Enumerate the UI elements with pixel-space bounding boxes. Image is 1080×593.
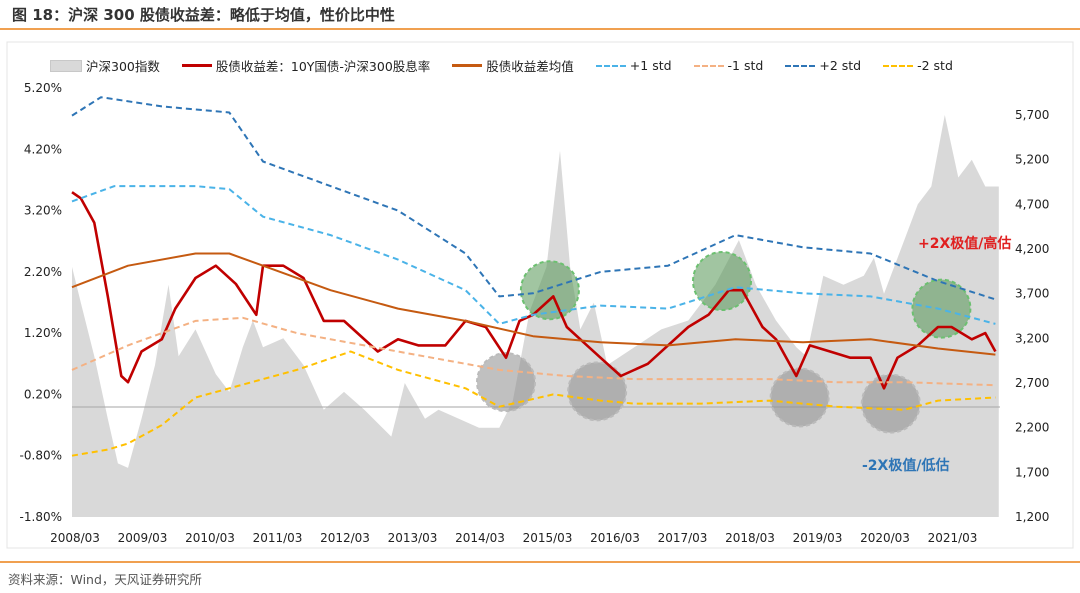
y-right-tick-label: 2,700	[1015, 376, 1049, 390]
undervalued-highlight-circle	[769, 367, 830, 428]
y-right-tick-label: 4,200	[1015, 242, 1049, 256]
y-right-tick-label: 2,200	[1015, 421, 1049, 435]
x-tick-label: 2015/03	[523, 531, 573, 545]
legend-swatch	[50, 59, 82, 72]
index-area	[72, 115, 999, 517]
overvalued-highlight-circle	[692, 251, 753, 312]
y-right-tick-label: 1,200	[1015, 510, 1049, 524]
legend-label: 股债收益差：10Y国债-沪深300股息率	[215, 59, 431, 74]
legend-label: 沪深300指数	[86, 59, 160, 74]
legend-swatch	[181, 64, 212, 67]
undervalued-highlight-circle	[567, 361, 628, 422]
y-left-tick-label: 0.20%	[24, 387, 62, 401]
legend: 沪深300指数 股债收益差：10Y国债-沪深300股息率 股债收益差均值 +1 std…	[50, 56, 975, 75]
x-tick-label: 2014/03	[455, 531, 505, 545]
y-right-tick-label: 5,200	[1015, 153, 1049, 167]
undervalued-highlight-circle	[476, 352, 537, 413]
y-left-tick-label: 4.20%	[24, 142, 62, 156]
legend-label: -1 std	[727, 58, 764, 73]
legend-label: +1 std	[629, 58, 672, 73]
y-right-tick-label: 1,700	[1015, 465, 1049, 479]
legend-item: 沪深300指数	[50, 56, 160, 75]
y-left-tick-label: 1.20%	[24, 326, 62, 340]
legend-item: +1 std	[595, 56, 672, 75]
legend-label: -2 std	[917, 58, 953, 73]
y-left-tick-label: 3.20%	[24, 204, 62, 218]
legend-item: 股债收益差均值	[452, 56, 574, 75]
minus2std-line	[71, 350, 996, 457]
legend-item: -2 std	[883, 56, 953, 75]
figure-title: 图 18：沪深 300 股债收益差：略低于均值，性价比中性	[12, 6, 395, 24]
y-right-tick-label: 4,700	[1015, 197, 1049, 211]
minus1std-line	[71, 316, 996, 387]
y-right-tick-label: 3,700	[1015, 287, 1049, 301]
x-tick-label: 2013/03	[388, 531, 438, 545]
legend-swatch	[452, 64, 483, 67]
annotation-undervalued: -2X极值/低估	[862, 457, 949, 474]
x-tick-label: 2012/03	[320, 531, 370, 545]
source-divider	[0, 561, 1080, 563]
x-tick-label: 2020/03	[860, 531, 910, 545]
legend-swatch	[693, 64, 724, 67]
y-left-tick-label: 5.20%	[24, 81, 62, 95]
legend-swatch	[883, 64, 914, 67]
x-tick-label: 2016/03	[590, 531, 640, 545]
index-area-layer	[72, 115, 999, 517]
title-divider	[0, 28, 1080, 30]
legend-swatch	[595, 64, 626, 67]
overvalued-highlight-circle	[519, 260, 580, 321]
x-tick-label: 2011/03	[253, 531, 303, 545]
y-right-tick-label: 5,700	[1015, 108, 1049, 122]
legend-item: +2 std	[785, 56, 861, 75]
plus2std-line	[71, 96, 996, 301]
mean-line	[71, 252, 996, 356]
legend-swatch	[785, 64, 816, 67]
x-tick-label: 2018/03	[725, 531, 775, 545]
legend-label: 股债收益差均值	[486, 59, 574, 74]
y-left-tick-label: -1.80%	[20, 510, 62, 524]
annotation-overvalued: +2X极值/高估	[918, 235, 1011, 252]
y-left-tick-label: 2.20%	[24, 265, 62, 279]
x-tick-label: 2009/03	[118, 531, 168, 545]
y-left-tick-label: -0.80%	[20, 449, 62, 463]
y-right-tick-label: 3,200	[1015, 331, 1049, 345]
series-lines	[71, 96, 997, 457]
x-tick-label: 2010/03	[185, 531, 235, 545]
x-tick-label: 2021/03	[928, 531, 978, 545]
legend-item: -1 std	[693, 56, 764, 75]
x-tick-label: 2008/03	[50, 531, 100, 545]
legend-label: +2 std	[819, 58, 862, 73]
axis-labels: 2008/03 2009/03 2010/03 2011/03 2012/03 2013/…	[20, 81, 1050, 545]
spread-line	[71, 191, 997, 390]
x-tick-label: 2017/03	[658, 531, 708, 545]
x-tick-label: 2019/03	[793, 531, 843, 545]
legend-item: 股债收益差：10Y国债-沪深300股息率	[181, 56, 431, 75]
source-note: 资料来源：Wind，天风证券研究所	[8, 572, 202, 587]
